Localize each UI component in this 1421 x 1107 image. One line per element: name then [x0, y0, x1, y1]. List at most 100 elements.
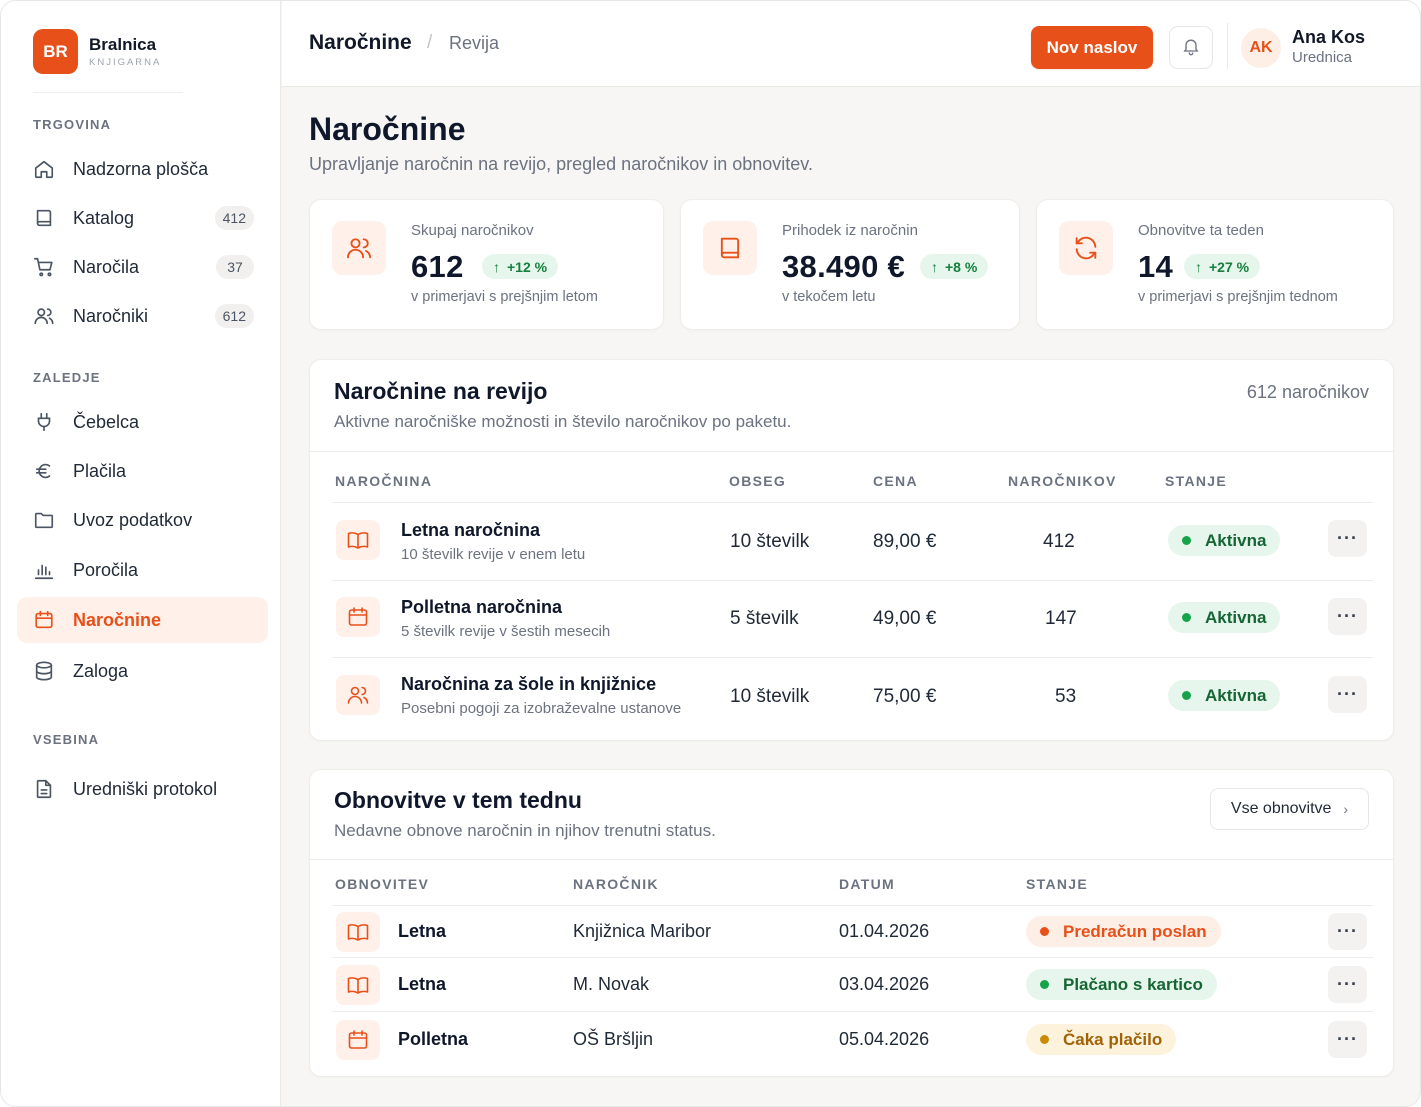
status-label: Plačano s kartico — [1063, 974, 1203, 994]
more-actions-button[interactable]: ··· — [1328, 520, 1367, 557]
status-dot — [1040, 927, 1049, 936]
new-title-button[interactable]: Nov naslov — [1031, 26, 1153, 69]
renewal-type: Letna — [398, 974, 447, 994]
sidebar-item-count: 412 — [214, 206, 254, 230]
users-icon — [33, 305, 55, 327]
status-dot — [1182, 691, 1191, 700]
renewal-date: 05.04.2026 — [839, 1029, 930, 1049]
more-actions-button[interactable]: ··· — [1328, 598, 1367, 635]
all-renewals-button[interactable]: Vse obnovitve › — [1210, 788, 1369, 830]
row-divider — [332, 957, 1373, 958]
plan-name[interactable]: Polletna naročnina — [401, 597, 563, 617]
plans-subtitle: Aktivne naročniške možnosti in število n… — [334, 412, 792, 431]
stat-delta-value: +12 % — [507, 258, 548, 275]
status-label: Predračun poslan — [1063, 921, 1207, 941]
sidebar-item-subscriptions[interactable]: Naročnine — [17, 597, 268, 643]
sidebar-item-label: Uvoz podatkov — [73, 509, 193, 530]
column-header[interactable]: NAROČNINA — [335, 473, 433, 489]
book-icon — [33, 207, 55, 229]
renewal-date: 03.04.2026 — [839, 974, 930, 994]
brand-name: Bralnica — [89, 35, 157, 54]
brand-logo: BR — [33, 29, 78, 74]
book-icon — [336, 912, 380, 952]
sidebar-item-catalog[interactable]: Katalog 412 — [17, 195, 268, 241]
brand[interactable]: BR Bralnica KNJIGARNA — [33, 29, 161, 74]
sidebar-item-cebelca[interactable]: Čebelca — [17, 399, 268, 445]
stat-label: Skupaj naročnikov — [411, 222, 534, 239]
sidebar-item-label: Plačila — [73, 460, 127, 481]
more-actions-button[interactable]: ··· — [1328, 1021, 1367, 1058]
status-label: Aktivna — [1205, 607, 1267, 627]
plan-description: 5 številk revije v šestih mesecih — [401, 623, 611, 640]
sidebar-item-label: Zaloga — [73, 660, 129, 681]
column-header[interactable]: DATUM — [839, 876, 896, 892]
more-actions-button[interactable]: ··· — [1328, 913, 1367, 950]
status-dot — [1040, 980, 1049, 989]
column-header[interactable]: STANJE — [1165, 473, 1227, 489]
plans-panel: Naročnine na revijo Aktivne naročniške m… — [309, 359, 1395, 741]
sidebar-item-label: Uredniški protokol — [73, 778, 218, 799]
column-header[interactable]: CENA — [873, 473, 918, 489]
sidebar-item-stock[interactable]: Zaloga — [17, 648, 268, 694]
status-dot — [1182, 536, 1191, 545]
plan-name[interactable]: Letna naročnina — [401, 520, 541, 540]
more-icon: ··· — [1337, 528, 1358, 548]
plans-title: Naročnine na revijo — [334, 378, 548, 404]
sidebar-item-editorial-log[interactable]: Uredniški protokol — [17, 766, 268, 812]
plan-scope: 5 številk — [730, 608, 799, 629]
more-icon: ··· — [1337, 684, 1358, 704]
panel-divider — [310, 859, 1395, 860]
notifications-button[interactable] — [1169, 26, 1213, 69]
column-header[interactable]: NAROČNIKOV — [1008, 473, 1117, 489]
sidebar-item-import[interactable]: Uvoz podatkov — [17, 497, 268, 543]
stat-delta-value: +8 % — [945, 258, 978, 275]
arrow-up-icon: ↑ — [931, 258, 938, 275]
stat-value: 612 — [411, 249, 464, 284]
all-renewals-label: Vse obnovitve — [1230, 800, 1332, 817]
book-icon — [336, 520, 380, 560]
sidebar-item-label: Čebelca — [73, 411, 140, 432]
sidebar: BR Bralnica KNJIGARNA TRGOVINA Nadzorna … — [1, 1, 281, 1106]
sidebar-item-reports[interactable]: Poročila — [17, 547, 268, 593]
more-icon: ··· — [1337, 921, 1358, 941]
nav-section-vsebina: VSEBINA — [33, 732, 100, 747]
folder-icon — [33, 509, 55, 531]
renewal-type: Polletna — [398, 1029, 469, 1049]
chevron-right-icon: › — [1343, 801, 1349, 817]
status-badge: Predračun poslan — [1026, 916, 1221, 947]
sidebar-item-orders[interactable]: Naročila 37 — [17, 244, 268, 290]
user-role: Urednica — [1292, 49, 1353, 66]
sidebar-item-subscribers[interactable]: Naročniki 612 — [17, 293, 268, 339]
stat-delta: ↑ +12 % — [482, 254, 559, 279]
sidebar-item-dashboard[interactable]: Nadzorna plošča — [17, 146, 268, 192]
renewal-customer: OŠ Bršljin — [573, 1029, 654, 1049]
plan-scope: 10 številk — [730, 531, 810, 552]
breadcrumb-current[interactable]: Naročnine — [309, 31, 412, 54]
status-dot — [1182, 613, 1191, 622]
stat-note: v primerjavi s prejšnjim letom — [411, 289, 598, 305]
column-header[interactable]: OBNOVITEV — [335, 876, 430, 892]
status-label: Aktivna — [1205, 530, 1267, 550]
plan-name[interactable]: Naročnina za šole in knjižnice — [401, 674, 657, 694]
column-header[interactable]: OBSEG — [729, 473, 787, 489]
avatar[interactable]: AK — [1241, 28, 1281, 68]
topbar-divider — [1227, 23, 1228, 69]
more-actions-button[interactable]: ··· — [1328, 966, 1367, 1003]
stat-delta: ↑ +8 % — [920, 254, 989, 279]
renewals-title: Obnovitve v tem tednu — [334, 787, 582, 813]
row-divider — [332, 657, 1373, 658]
column-header[interactable]: STANJE — [1026, 876, 1088, 892]
stat-label: Obnovitve ta teden — [1138, 222, 1264, 239]
plug-icon — [33, 411, 55, 433]
nav-section-trgovina: TRGOVINA — [33, 117, 112, 132]
sidebar-item-payments[interactable]: Plačila — [17, 448, 268, 494]
stat-card-subscribers: Skupaj naročnikov 612 ↑ +12 % v primerjav… — [309, 199, 664, 330]
breadcrumb-sub[interactable]: Revija — [449, 33, 500, 53]
more-actions-button[interactable]: ··· — [1328, 676, 1367, 713]
users-icon — [336, 675, 380, 715]
plan-description: Posebni pogoji za izobraževalne ustanove — [401, 700, 682, 717]
plans-total: 612 naročnikov — [1246, 382, 1369, 402]
plan-price: 75,00 € — [873, 686, 937, 707]
column-header[interactable]: NAROČNIK — [573, 876, 659, 892]
